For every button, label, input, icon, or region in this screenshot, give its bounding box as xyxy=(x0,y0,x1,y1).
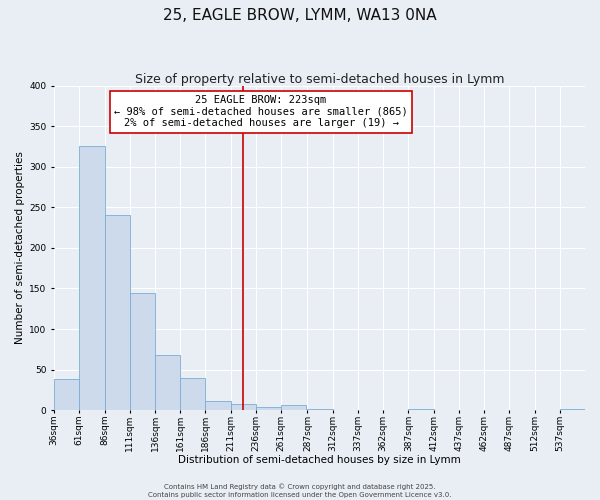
Bar xyxy=(256,407,281,410)
Bar xyxy=(104,216,130,410)
Bar xyxy=(79,146,104,410)
Bar xyxy=(205,400,231,410)
Bar xyxy=(281,406,307,410)
Bar xyxy=(231,404,256,410)
Text: 25, EAGLE BROW, LYMM, WA13 0NA: 25, EAGLE BROW, LYMM, WA13 0NA xyxy=(163,8,437,22)
Y-axis label: Number of semi-detached properties: Number of semi-detached properties xyxy=(15,152,25,344)
Title: Size of property relative to semi-detached houses in Lymm: Size of property relative to semi-detach… xyxy=(135,72,504,86)
Bar xyxy=(130,292,155,410)
Text: 25 EAGLE BROW: 223sqm
← 98% of semi-detached houses are smaller (865)
2% of semi: 25 EAGLE BROW: 223sqm ← 98% of semi-deta… xyxy=(114,95,408,128)
Bar xyxy=(54,380,79,410)
Bar xyxy=(155,355,180,410)
X-axis label: Distribution of semi-detached houses by size in Lymm: Distribution of semi-detached houses by … xyxy=(178,455,461,465)
Text: Contains HM Land Registry data © Crown copyright and database right 2025.
Contai: Contains HM Land Registry data © Crown c… xyxy=(148,484,452,498)
Bar xyxy=(180,378,205,410)
